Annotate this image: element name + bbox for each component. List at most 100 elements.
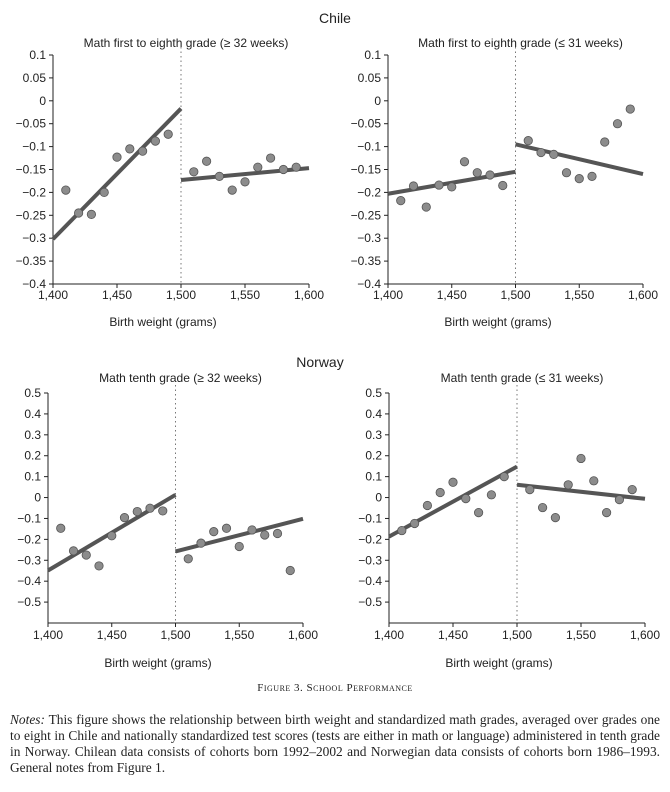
data-point <box>537 502 548 513</box>
data-point <box>138 146 148 156</box>
notes-label: Notes: <box>10 712 45 727</box>
data-point <box>278 164 288 175</box>
data-point <box>214 171 224 181</box>
y-tick-label: −0.4 <box>358 574 382 588</box>
y-tick-label: −0.3 <box>22 231 46 245</box>
y-tick-label: −0.1 <box>357 140 381 154</box>
x-tick-label: 1,550 <box>224 628 254 642</box>
fit-line-right <box>516 482 646 501</box>
data-point <box>563 480 573 490</box>
y-tick-label: −0.4 <box>357 277 381 291</box>
x-tick-label: 1,550 <box>564 288 594 302</box>
data-point <box>612 119 623 129</box>
data-point <box>625 104 635 114</box>
data-point <box>523 136 533 146</box>
x-axis-label: Birth weight (grams) <box>109 315 216 329</box>
x-axis-label: Birth weight (grams) <box>104 656 211 670</box>
y-tick-label: 0.5 <box>365 386 382 400</box>
data-point <box>409 518 420 529</box>
data-point <box>74 208 84 218</box>
x-tick-label: 1,500 <box>500 288 530 302</box>
y-tick-label: −0.2 <box>22 185 46 199</box>
data-point <box>68 546 79 556</box>
data-point <box>209 527 219 537</box>
y-tick-label: 0.1 <box>24 470 41 484</box>
y-tick-label: 0.3 <box>365 428 382 442</box>
x-tick-label: 1,600 <box>294 288 324 302</box>
scatter-panel-4: Math tenth grade (≤ 31 weeks) 0.5 0.4 0.3 0.… <box>358 371 660 670</box>
y-tick-label: −0.3 <box>357 231 381 245</box>
data-point <box>158 506 168 516</box>
x-tick-label: 1,450 <box>438 628 468 642</box>
data-point <box>291 162 301 172</box>
data-point <box>589 476 599 486</box>
y-tick-label: −0.1 <box>22 140 46 154</box>
data-point <box>408 181 419 191</box>
x-tick-label: 1,400 <box>38 288 68 302</box>
data-point <box>525 484 535 495</box>
notes-text: This figure shows the relationship betwe… <box>10 712 660 775</box>
y-tick-label: −0.5 <box>358 595 382 609</box>
data-point <box>240 177 250 187</box>
x-tick-label: 1,500 <box>166 288 196 302</box>
y-tick-label: 0.3 <box>24 428 41 442</box>
data-point <box>99 187 109 197</box>
y-tick-label: −0.15 <box>351 163 382 177</box>
data-point <box>163 129 173 139</box>
y-tick-label: −0.3 <box>17 553 41 567</box>
x-tick-label: 1,400 <box>33 628 63 642</box>
data-point <box>550 513 561 523</box>
y-tick-label: 0.4 <box>24 407 41 421</box>
y-tick-label: −0.25 <box>16 208 47 222</box>
x-tick-label: 1,450 <box>437 288 467 302</box>
y-tick-label: −0.1 <box>358 511 382 525</box>
x-tick-label: 1,500 <box>160 628 190 642</box>
data-point <box>227 185 237 195</box>
data-point <box>196 538 206 548</box>
x-tick-label: 1,550 <box>230 288 260 302</box>
fit-line-left <box>51 107 183 241</box>
scatter-panel-2: Math first to eighth grade (≤ 31 weeks) 0… <box>351 36 659 329</box>
y-tick-label: 0.1 <box>364 48 381 62</box>
x-tick-label: 1,500 <box>502 628 532 642</box>
y-tick-label: −0.35 <box>351 254 382 268</box>
fit-line-right <box>515 142 644 177</box>
data-point <box>587 171 597 181</box>
data-point <box>260 530 270 540</box>
y-tick-label: −0.05 <box>16 117 47 131</box>
y-tick-label: −0.4 <box>22 277 46 291</box>
y-tick-label: 0 <box>34 491 41 505</box>
data-point <box>448 477 458 487</box>
data-point <box>94 561 104 571</box>
y-tick-label: 0.05 <box>23 71 47 85</box>
data-point <box>81 550 91 560</box>
data-point <box>265 153 276 163</box>
y-tick-label: −0.3 <box>358 553 382 567</box>
data-point <box>549 149 559 159</box>
data-point <box>396 196 406 206</box>
panel-title: Math tenth grade (≤ 31 weeks) <box>441 371 604 385</box>
data-point <box>272 528 283 539</box>
x-tick-label: 1,400 <box>374 628 404 642</box>
data-point <box>125 144 135 154</box>
data-point <box>86 209 97 219</box>
data-point <box>536 147 546 158</box>
data-point <box>150 136 160 146</box>
data-point <box>422 500 432 511</box>
y-tick-label: −0.5 <box>17 595 41 609</box>
data-point <box>447 182 457 192</box>
data-point <box>61 185 71 195</box>
scatter-panel-3: Math tenth grade (≥ 32 weeks) 0.5 0.4 0.3 0.… <box>17 371 318 670</box>
y-tick-label: 0.5 <box>24 386 41 400</box>
scatter-panel-1: Math first to eighth grade (≥ 32 weeks) 0… <box>16 36 325 329</box>
data-point <box>183 554 193 564</box>
y-tick-label: 0.05 <box>358 71 382 85</box>
data-point <box>627 484 637 495</box>
y-tick-label: −0.4 <box>17 574 41 588</box>
y-tick-label: 0 <box>375 491 382 505</box>
x-axis-label: Birth weight (grams) <box>445 656 552 670</box>
data-point <box>132 506 142 517</box>
x-tick-label: 1,600 <box>630 628 660 642</box>
data-point <box>397 525 407 536</box>
data-point <box>202 156 212 166</box>
